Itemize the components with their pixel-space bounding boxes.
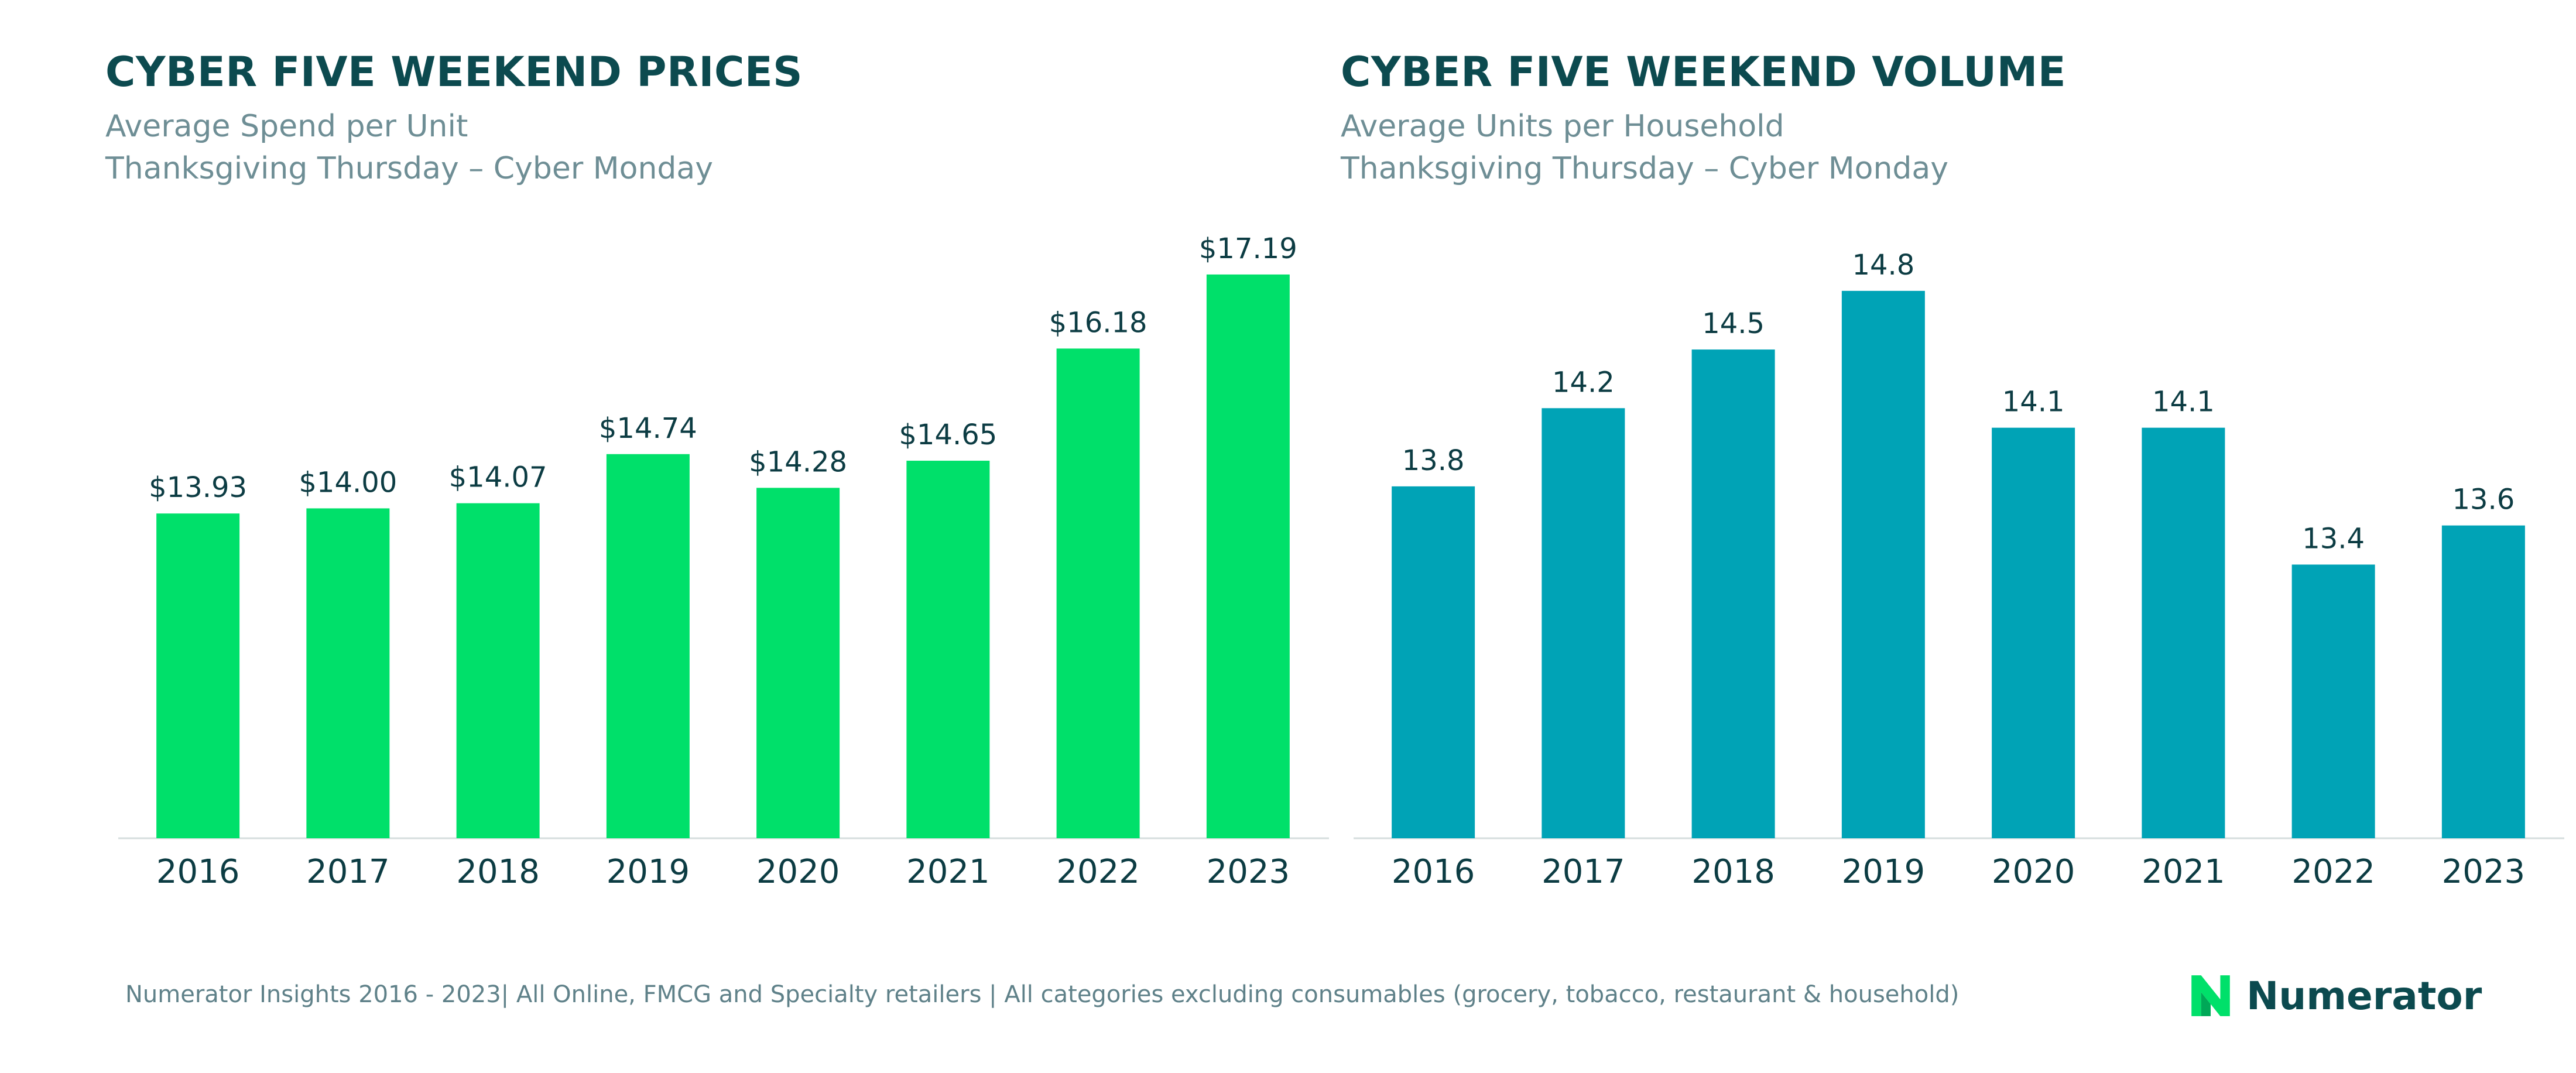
- volume-x-tick-2021: 2021: [2142, 853, 2225, 891]
- volume-bar-2018: [1691, 349, 1775, 838]
- volume-data-label-2023: 13.6: [2452, 484, 2515, 516]
- volume-bar-chart: 13.8 2016 14.2 2017 14.5 2018 14.8 2019 14.1 2020…: [1354, 249, 2564, 891]
- volume-bar-2016: [1392, 486, 1475, 838]
- prices-bar-2022: [1056, 348, 1140, 838]
- prices-data-label-2023: $17.19: [1199, 232, 1297, 265]
- prices-chart-panel: CYBER FIVE WEEKEND PRICES Average Spend …: [105, 0, 1341, 913]
- volume-x-tick-2020: 2020: [1992, 853, 2075, 891]
- prices-chart-period: Thanksgiving Thursday – Cyber Monday: [105, 151, 714, 186]
- source-footnote: Numerator Insights 2016 - 2023| All Onli…: [125, 981, 1960, 1008]
- volume-x-tick-2023: 2023: [2442, 853, 2526, 891]
- prices-data-label-2019: $14.74: [599, 412, 697, 445]
- prices-x-tick-2022: 2022: [1056, 853, 1140, 891]
- prices-x-tick-2017: 2017: [306, 853, 390, 891]
- prices-bar-2017: [306, 508, 390, 838]
- brand-name: Numerator: [2246, 973, 2482, 1019]
- volume-bar-2021: [2142, 427, 2225, 838]
- volume-data-label-2017: 14.2: [1552, 366, 1615, 399]
- volume-chart-period: Thanksgiving Thursday – Cyber Monday: [1341, 151, 1949, 186]
- volume-data-label-2018: 14.5: [1702, 307, 1765, 340]
- volume-x-tick-2018: 2018: [1691, 853, 1775, 891]
- prices-bar-2020: [756, 488, 840, 838]
- volume-data-label-2019: 14.8: [1852, 249, 1914, 282]
- prices-bar-2021: [906, 461, 990, 838]
- volume-x-tick-2016: 2016: [1392, 853, 1475, 891]
- volume-bar-2019: [1841, 290, 1925, 838]
- prices-x-tick-2016: 2016: [156, 853, 240, 891]
- prices-bar-2019: [606, 454, 690, 838]
- volume-chart-subtitle: Average Units per Household: [1341, 109, 1784, 144]
- volume-data-label-2021: 14.1: [2152, 386, 2215, 419]
- brand-logo: Numerator: [2187, 969, 2482, 1022]
- volume-data-label-2020: 14.1: [2002, 386, 2065, 419]
- volume-data-label-2016: 13.8: [1402, 444, 1465, 477]
- prices-bar-2023: [1206, 274, 1290, 838]
- prices-x-tick-2020: 2020: [756, 853, 840, 891]
- prices-x-tick-2019: 2019: [607, 853, 690, 891]
- volume-x-tick-2017: 2017: [1542, 853, 1625, 891]
- prices-data-label-2018: $14.07: [449, 461, 547, 494]
- prices-chart-subtitle: Average Spend per Unit: [105, 109, 468, 144]
- volume-bar-2022: [2291, 564, 2375, 838]
- numerator-n-logo-icon: [2191, 975, 2230, 1016]
- prices-bar-chart: $13.93 2016 $14.00 2017 $14.07 2018 $14.74 2019…: [118, 232, 1329, 891]
- volume-x-tick-2022: 2022: [2291, 853, 2375, 891]
- prices-bar-2016: [156, 513, 240, 838]
- prices-data-label-2022: $16.18: [1049, 306, 1147, 339]
- prices-x-tick-2018: 2018: [456, 853, 540, 891]
- volume-data-label-2022: 13.4: [2302, 522, 2365, 555]
- prices-chart-title: CYBER FIVE WEEKEND PRICES: [105, 48, 803, 96]
- volume-bar-2023: [2441, 525, 2525, 838]
- volume-chart-title: CYBER FIVE WEEKEND VOLUME: [1341, 48, 2067, 96]
- prices-data-label-2020: $14.28: [749, 445, 847, 478]
- volume-chart-panel: CYBER FIVE WEEKEND VOLUME Average Units …: [1341, 0, 2576, 913]
- prices-bar-2018: [456, 503, 540, 838]
- prices-x-tick-2021: 2021: [906, 853, 990, 891]
- prices-data-label-2016: $13.93: [149, 471, 247, 504]
- prices-x-tick-2023: 2023: [1207, 853, 1290, 891]
- volume-bar-2017: [1542, 408, 1625, 838]
- volume-bar-2020: [1992, 427, 2075, 838]
- prices-data-label-2021: $14.65: [899, 419, 997, 451]
- prices-data-label-2017: $14.00: [299, 466, 397, 499]
- volume-x-tick-2019: 2019: [1842, 853, 1926, 891]
